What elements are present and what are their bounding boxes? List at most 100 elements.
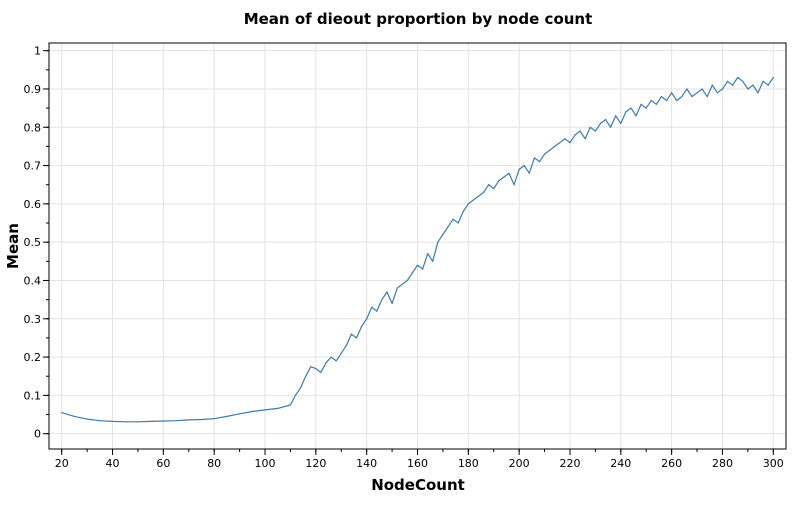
x-tick-label: 100 — [255, 457, 276, 470]
data-point — [554, 145, 556, 147]
data-point — [523, 165, 525, 167]
data-point — [340, 352, 342, 354]
data-point — [264, 409, 266, 411]
data-point — [635, 115, 637, 117]
data-point — [111, 420, 114, 422]
data-point — [716, 92, 719, 94]
data-point — [772, 76, 774, 79]
data-point — [767, 84, 769, 86]
data-point — [401, 283, 403, 285]
x-axis-label: NodeCount — [371, 476, 465, 494]
data-point — [472, 199, 474, 201]
data-point — [645, 107, 647, 109]
data-point — [610, 126, 612, 128]
data-point — [315, 368, 317, 370]
data-point — [457, 222, 459, 224]
data-point — [320, 371, 322, 373]
data-point — [427, 253, 429, 255]
x-tick-label: 160 — [407, 457, 428, 470]
x-tick-label: 280 — [712, 457, 733, 470]
data-point — [391, 302, 393, 305]
data-point — [73, 415, 75, 417]
data-point — [493, 187, 495, 190]
y-tick-label: 0.5 — [24, 236, 42, 249]
x-tick-label: 20 — [55, 457, 69, 470]
data-point — [762, 80, 764, 82]
data-point — [300, 387, 302, 389]
x-tick-label: 140 — [356, 457, 377, 470]
data-point — [533, 157, 536, 159]
gridlines — [49, 43, 786, 449]
data-point — [386, 291, 388, 293]
data-point — [513, 184, 515, 186]
x-tick-label: 300 — [763, 457, 784, 470]
data-point — [625, 111, 627, 113]
data-point — [330, 356, 332, 358]
data-point — [432, 260, 434, 262]
data-point — [538, 161, 541, 163]
data-point — [676, 99, 678, 102]
data-point — [381, 299, 383, 301]
data-point — [650, 99, 652, 102]
data-point — [310, 366, 312, 368]
data-point — [584, 138, 586, 140]
data-point — [396, 287, 398, 289]
data-point — [671, 92, 673, 94]
data-point — [498, 180, 500, 182]
data-point — [696, 92, 698, 94]
y-tick-label: 0.3 — [24, 313, 42, 326]
y-tick-label: 0 — [34, 428, 41, 441]
data-point — [691, 96, 693, 98]
data-point — [599, 122, 602, 124]
data-point — [477, 195, 480, 197]
y-tick-label: 0.8 — [24, 121, 42, 134]
data-point — [579, 130, 581, 132]
data-point — [289, 404, 291, 406]
data-point — [150, 420, 152, 422]
data-point — [350, 333, 352, 335]
data-point — [251, 410, 253, 413]
data-point — [681, 96, 683, 98]
data-point — [605, 119, 607, 121]
data-point — [660, 96, 663, 98]
x-tick-label: 120 — [305, 457, 326, 470]
data-point — [666, 99, 668, 102]
data-point — [447, 226, 449, 228]
data-point — [701, 88, 703, 90]
data-point — [406, 279, 408, 282]
data-point — [61, 412, 63, 414]
data-point — [757, 92, 759, 94]
data-point — [640, 103, 642, 105]
data-point — [483, 191, 485, 193]
data-point — [325, 362, 327, 364]
x-tick-label: 260 — [661, 457, 682, 470]
data-point — [361, 325, 363, 327]
data-point — [213, 418, 215, 420]
data-point — [137, 421, 139, 423]
x-tick-label: 60 — [156, 457, 170, 470]
data-point — [277, 407, 279, 409]
data-point — [564, 138, 566, 140]
data-point — [376, 310, 378, 312]
data-point — [655, 103, 658, 105]
data-point — [518, 168, 520, 170]
x-tick-label: 180 — [458, 457, 479, 470]
data-point — [752, 84, 754, 86]
data-point — [508, 172, 510, 174]
data-point — [589, 126, 591, 128]
x-tick-label: 240 — [610, 457, 631, 470]
data-point — [737, 76, 739, 79]
x-tick-label: 40 — [106, 457, 120, 470]
data-point — [366, 318, 368, 320]
data-point — [99, 420, 101, 422]
data-point — [452, 218, 454, 220]
data-point — [355, 337, 358, 339]
data-point — [549, 149, 551, 151]
data-point — [188, 419, 190, 421]
data-point — [416, 264, 419, 266]
y-axis-label: Mean — [4, 223, 22, 269]
y-tick-label: 0.4 — [24, 274, 42, 287]
data-point — [528, 172, 530, 174]
